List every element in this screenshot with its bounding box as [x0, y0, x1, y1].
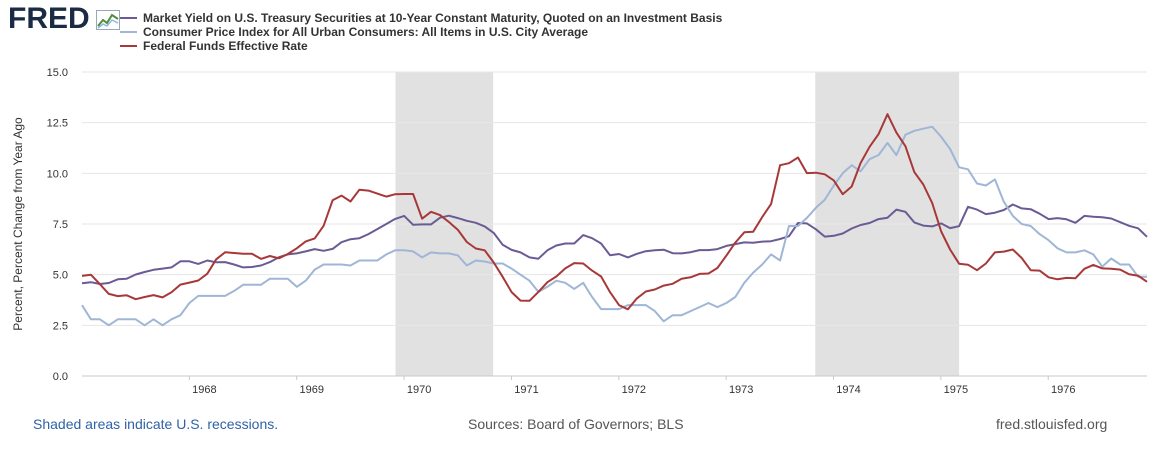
header: FRED Market Yield on U.S. Treasury Secur… — [0, 0, 1168, 62]
x-tick-label: 1970 — [407, 384, 431, 396]
legend-item-treasury[interactable]: Market Yield on U.S. Treasury Securities… — [120, 11, 722, 25]
series-line-2[interactable] — [81, 113, 1148, 311]
legend-item-cpi[interactable]: Consumer Price Index for All Urban Consu… — [120, 25, 722, 39]
y-axis-ticks: 0.0 2.5 5.0 7.5 10.0 12.5 15.0 — [47, 67, 68, 383]
legend-swatch-treasury — [120, 16, 137, 19]
series-lines — [81, 113, 1148, 327]
x-tick-label: 1971 — [514, 384, 538, 396]
x-tick-label: 1974 — [836, 384, 860, 396]
fred-url-link[interactable]: fred.stlouisfed.org — [996, 416, 1108, 432]
x-tick-label: 1969 — [300, 384, 324, 396]
series-line-0[interactable] — [81, 203, 1148, 285]
legend-swatch-fedfunds — [120, 44, 137, 47]
line-chart: 0.0 2.5 5.0 7.5 10.0 12.5 15.0 1968 1969 1970 197… — [11, 67, 1148, 396]
x-tick-label: 1976 — [1051, 384, 1075, 396]
sources-text: Sources: Board of Governors; BLS — [468, 416, 684, 432]
y-tick-label: 12.5 — [47, 118, 68, 130]
legend-swatch-cpi — [120, 30, 137, 33]
gridlines — [82, 71, 1147, 377]
y-tick-label: 0.0 — [53, 371, 68, 383]
chart-legend: Market Yield on U.S. Treasury Securities… — [120, 11, 722, 53]
fred-logo-text: FRED — [8, 2, 90, 35]
y-tick-label: 10.0 — [47, 168, 68, 180]
series-line-1[interactable] — [81, 125, 1147, 327]
legend-label-treasury: Market Yield on U.S. Treasury Securities… — [143, 11, 723, 25]
x-axis-ticks: 1968 1969 1970 1971 1972 1973 1974 1975 1976 — [188, 376, 1076, 396]
x-tick-label: 1973 — [729, 384, 753, 396]
legend-label-fedfunds: Federal Funds Effective Rate — [143, 39, 308, 53]
recession-note: Shaded areas indicate U.S. recessions. — [33, 416, 279, 432]
y-tick-label: 15.0 — [47, 67, 68, 79]
line-chart-icon — [96, 10, 121, 30]
x-tick-label: 1975 — [944, 384, 968, 396]
y-axis-label: Percent, Percent Change from Year Ago — [11, 117, 25, 331]
x-tick-label: 1968 — [192, 384, 216, 396]
y-tick-label: 2.5 — [53, 320, 68, 332]
x-tick-label: 1972 — [622, 384, 646, 396]
y-tick-label: 5.0 — [53, 270, 68, 282]
fred-logo[interactable]: FRED — [8, 2, 121, 35]
y-tick-label: 7.5 — [53, 219, 68, 231]
legend-label-cpi: Consumer Price Index for All Urban Consu… — [143, 25, 588, 39]
legend-item-fedfunds[interactable]: Federal Funds Effective Rate — [120, 39, 722, 53]
